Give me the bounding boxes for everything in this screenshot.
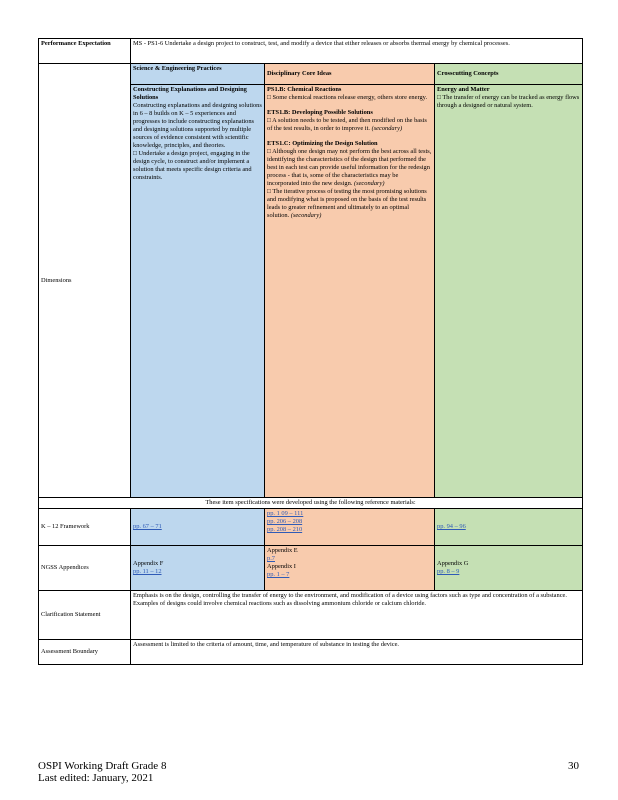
ngss-sep-link[interactable]: pp. 11 – 12 — [133, 568, 162, 575]
ccc-bullet: □ The transfer of energy can be tracked … — [437, 94, 580, 109]
sep-content: Constructing Explanations and Designing … — [130, 84, 265, 498]
ps1b-bullet: □ Some chemical reactions release energy… — [267, 94, 428, 101]
ngss-label: NGSS Appendices — [38, 545, 131, 591]
framework-dci-link-3[interactable]: pp. 208 – 210 — [267, 526, 303, 533]
bullet-icon: □ — [133, 150, 137, 157]
ngss-dci: Appendix E p.7 Appendix I pp. 1 – 7 — [264, 545, 435, 591]
dci-content: PS1.B: Chemical Reactions □ Some chemica… — [264, 84, 435, 498]
ccc-header: Crosscutting Concepts — [433, 63, 584, 85]
performance-expectation-text: MS - PS1-6 Undertake a design project to… — [129, 38, 584, 64]
bullet-icon: □ — [267, 188, 271, 195]
ets1c-bullet-2: □ The iterative process of testing the m… — [267, 188, 427, 219]
ngss-ccc-appendix: Appendix G — [437, 560, 469, 567]
framework-sep: pp. 67 – 71 — [130, 508, 265, 546]
footer-info: OSPI Working Draft Grade 8 Last edited: … — [38, 760, 166, 784]
assessment-row: Assessment Boundary Assessment is limite… — [38, 639, 584, 665]
assessment-text: Assessment is limited to the criteria of… — [129, 639, 584, 665]
sep-header: Science & Engineering Practices — [130, 63, 265, 85]
performance-expectation-row: Performance Expectation MS - PS1-6 Under… — [38, 38, 584, 64]
assessment-label: Assessment Boundary — [38, 639, 131, 665]
framework-label: K – 12 Framework — [38, 508, 131, 546]
ets1b-title: ETS1.B: Developing Possible Solutions — [267, 109, 373, 116]
ngss-dci-link-1[interactable]: p.7 — [267, 555, 275, 562]
reference-note-row: These item specifications were developed… — [37, 497, 584, 509]
footer-draft-label: OSPI Working Draft Grade 8 — [38, 760, 167, 772]
sep-title: Constructing Explanations and Designing … — [133, 86, 247, 101]
sep-bullet: □ Undertake a design project, engaging i… — [133, 150, 252, 181]
clarification-row: Clarification Statement Emphasis is on t… — [38, 590, 584, 640]
framework-dci-link-2[interactable]: pp. 206 – 208 — [267, 518, 303, 525]
clarification-label: Clarification Statement — [38, 590, 131, 640]
footer-edited-date: Last edited: January, 2021 — [38, 772, 154, 784]
bullet-icon: □ — [267, 117, 271, 124]
ps1b-title: PS1.B: Chemical Reactions — [267, 86, 342, 93]
sep-intro: Constructing explanations and designing … — [133, 102, 262, 149]
clarification-text: Emphasis is on the design, controlling t… — [129, 590, 584, 640]
item-specification-table: Performance Expectation MS - PS1-6 Under… — [37, 38, 584, 665]
dci-header: Disciplinary Core Ideas — [264, 63, 435, 85]
ngss-sep-appendix: Appendix F — [133, 560, 164, 567]
framework-ccc: pp. 94 – 96 — [433, 508, 584, 546]
ets1b-bullet: □ A solution needs to be tested, and the… — [267, 117, 427, 132]
reference-note: These item specifications were developed… — [37, 497, 584, 509]
ngss-sep: Appendix F pp. 11 – 12 — [130, 545, 265, 591]
dimensions-header-row: Dimensions Science & Engineering Practic… — [38, 63, 584, 498]
ccc-content: Energy and Matter □ The transfer of ener… — [433, 84, 584, 498]
bullet-icon: □ — [267, 94, 271, 101]
ngss-row: NGSS Appendices Appendix F pp. 11 – 12 A… — [38, 545, 584, 591]
ngss-dci-appendix-1: Appendix E — [267, 547, 298, 554]
ngss-ccc-link[interactable]: pp. 8 – 9 — [437, 568, 460, 575]
framework-dci-link-1[interactable]: pp. 1 09 – 111 — [267, 510, 304, 517]
page-number: 30 — [568, 760, 579, 772]
framework-sep-link[interactable]: pp. 67 – 71 — [133, 523, 162, 530]
framework-row: K – 12 Framework pp. 67 – 71 pp. 1 09 – … — [38, 508, 584, 546]
ccc-title: Energy and Matter — [437, 86, 490, 93]
ngss-ccc: Appendix G pp. 8 – 9 — [433, 545, 584, 591]
bullet-icon: □ — [267, 148, 271, 155]
dimensions-content-row: Constructing Explanations and Designing … — [39, 84, 584, 498]
ngss-dci-appendix-2: Appendix I — [267, 563, 296, 570]
ets1c-bullet-1: □ Although one design may not perform th… — [267, 148, 432, 187]
ets1c-title: ETS1.C: Optimizing the Design Solution — [267, 140, 378, 147]
ngss-dci-link-2[interactable]: pp. 1 – 7 — [267, 571, 290, 578]
framework-dci: pp. 1 09 – 111 pp. 206 – 208 pp. 208 – 2… — [264, 508, 435, 546]
framework-ccc-link[interactable]: pp. 94 – 96 — [437, 523, 466, 530]
performance-expectation-label: Performance Expectation — [38, 38, 131, 64]
dimensions-label: Dimensions — [38, 63, 131, 498]
bullet-icon: □ — [437, 94, 441, 101]
